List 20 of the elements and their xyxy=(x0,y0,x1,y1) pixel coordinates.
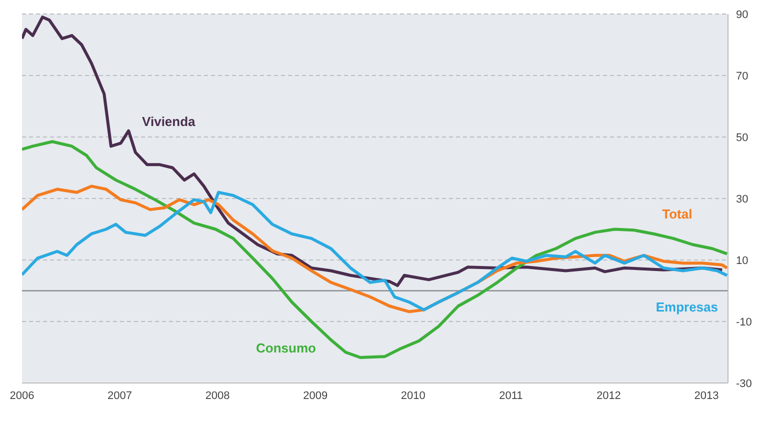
y-tick-label: -10 xyxy=(736,316,752,328)
x-tick-label: 2011 xyxy=(499,390,523,402)
x-tick-label: 2006 xyxy=(10,390,34,402)
series-label: Consumo xyxy=(256,340,316,356)
text: Total xyxy=(662,206,692,222)
line-series xyxy=(22,140,728,359)
x-tick-label: 2013 xyxy=(694,390,719,402)
x-tick-label: 2009 xyxy=(303,390,328,402)
y-tick-label: -30 xyxy=(736,378,752,390)
series-label: Empresas xyxy=(656,300,718,315)
y-tick-label: 30 xyxy=(736,193,748,206)
x-tick-label: 2012 xyxy=(596,390,621,402)
y-tick-label: 50 xyxy=(736,132,748,144)
series-label: Vivienda xyxy=(142,114,196,130)
y-tick-label: 70 xyxy=(736,70,748,82)
y-tick-label: 90 xyxy=(736,8,748,21)
x-tick-label: 2008 xyxy=(205,390,230,402)
x-tick-label: 2010 xyxy=(400,390,426,402)
x-tick-label: 2007 xyxy=(108,390,132,402)
y-tick-label: 10 xyxy=(736,254,748,267)
